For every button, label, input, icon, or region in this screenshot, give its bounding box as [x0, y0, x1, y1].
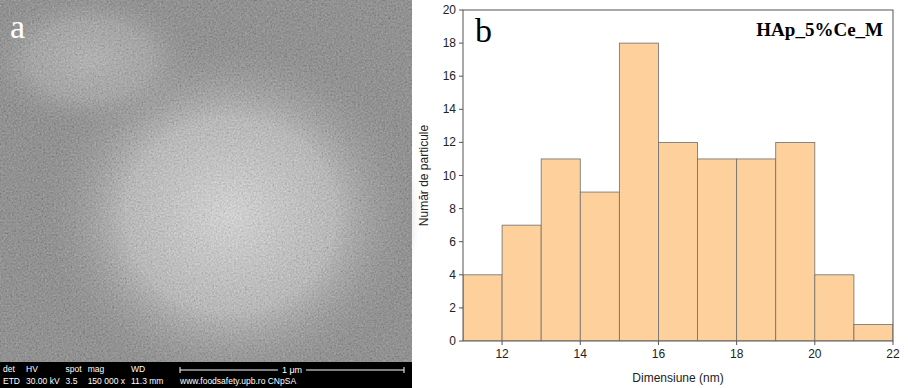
y-tick	[459, 43, 463, 44]
bar	[776, 142, 815, 341]
y-tick-label: 14	[443, 102, 457, 116]
histogram-panel: 0 2 4 6 8 10 12 14 16 18 20 12 14 16 18 20 22 Dimensiune …	[417, 3, 900, 385]
y-tick	[459, 307, 463, 308]
bar	[619, 43, 658, 341]
x-tick	[502, 341, 503, 345]
figure: a det ETD HV 30.00 kV spot 3.5 mag 150 000 x WD 11…	[0, 0, 908, 388]
bar	[698, 159, 737, 341]
y-tick	[459, 76, 463, 77]
micrograph-background	[0, 0, 412, 362]
bar	[658, 142, 697, 341]
y-axis-title: Număr de particule	[417, 124, 431, 226]
panel-label: b	[475, 12, 492, 49]
y-tick	[459, 175, 463, 176]
panel-label: a	[10, 8, 25, 45]
y-tick-label: 2	[449, 301, 456, 315]
plot-background	[463, 10, 893, 341]
x-tick	[736, 341, 737, 345]
scale-bar-end	[404, 367, 405, 373]
bar	[815, 275, 854, 341]
y-tick-label: 18	[443, 36, 457, 50]
chart-title: HAp_5%Ce_M	[756, 19, 883, 40]
x-tick-label: 12	[495, 347, 509, 361]
info-header: det	[3, 364, 15, 374]
x-tick-label: 18	[730, 347, 744, 361]
bars	[463, 43, 893, 341]
scale-bar-label-ground	[278, 364, 306, 375]
y-tick	[459, 274, 463, 275]
x-tick-label: 16	[652, 347, 666, 361]
bar	[737, 159, 776, 341]
y-tick-label: 12	[443, 135, 457, 149]
info-value: 150 000 x	[88, 376, 126, 386]
x-axis-title: Dimensiune (nm)	[632, 371, 723, 385]
info-footer: www.foodsafety.upb.ro CNpSA	[179, 376, 296, 386]
bar	[541, 159, 580, 341]
info-value: 3.5	[66, 376, 78, 386]
bar	[854, 324, 893, 341]
y-tick	[459, 10, 463, 11]
x-tick	[893, 341, 894, 345]
y-tick-label: 16	[443, 69, 457, 83]
y-tick	[459, 142, 463, 143]
info-value: 11.3 mm	[131, 376, 163, 386]
bar	[502, 225, 541, 341]
info-header: spot	[66, 364, 83, 374]
plot-frame	[463, 10, 893, 341]
info-header: mag	[88, 364, 105, 374]
scale-bar-end	[180, 367, 181, 373]
scale-bar-label: 1 μm	[282, 365, 302, 375]
bar	[463, 275, 502, 341]
micrograph-texture	[0, 0, 412, 362]
y-tick	[459, 241, 463, 242]
y-tick-label: 4	[449, 268, 456, 282]
info-header: WD	[131, 364, 145, 374]
y-tick-label: 8	[449, 202, 456, 216]
y-tick-label: 10	[443, 169, 457, 183]
y-tick	[459, 109, 463, 110]
y-tick	[459, 208, 463, 209]
x-tick	[814, 341, 815, 345]
micrograph-panel: a det ETD HV 30.00 kV spot 3.5 mag 150 000 x WD 11…	[0, 0, 420, 388]
x-tick	[580, 341, 581, 345]
x-tick-label: 14	[574, 347, 588, 361]
info-header: HV	[26, 364, 38, 374]
y-tick	[459, 341, 463, 342]
x-tick-label: 20	[808, 347, 822, 361]
bar	[580, 192, 619, 341]
y-tick-label: 0	[449, 334, 456, 348]
info-value: 30.00 kV	[26, 376, 60, 386]
info-value: ETD	[3, 376, 20, 386]
y-tick-label: 20	[443, 3, 457, 17]
x-tick	[658, 341, 659, 345]
info-bar	[0, 362, 412, 388]
y-tick-label: 6	[449, 235, 456, 249]
x-tick-label: 22	[886, 347, 900, 361]
